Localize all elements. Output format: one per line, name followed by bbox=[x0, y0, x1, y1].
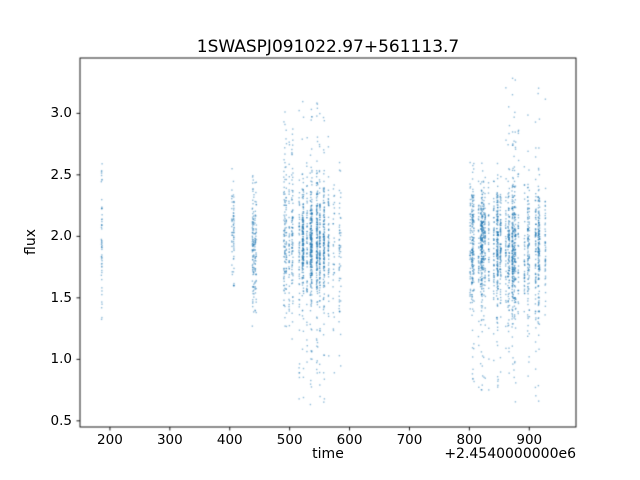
y-tick-label: 1.0 bbox=[50, 351, 72, 368]
x-tick-label: 700 bbox=[396, 432, 423, 448]
x-tick-label: 800 bbox=[456, 432, 483, 448]
x-axis-offset-label: +2.4540000000e6 bbox=[444, 446, 576, 462]
x-tick-label: 500 bbox=[276, 432, 303, 448]
y-tick-label: 2.0 bbox=[50, 228, 72, 245]
x-tick-label: 300 bbox=[156, 432, 183, 448]
chart-title: 1SWASPJ091022.97+561113.7 bbox=[196, 37, 460, 57]
x-axis-label: time bbox=[312, 446, 344, 462]
y-tick-label: 2.5 bbox=[50, 166, 72, 183]
x-tick-label: 600 bbox=[336, 432, 363, 448]
y-tick-label: 3.0 bbox=[50, 105, 72, 122]
x-tick-label: 200 bbox=[97, 432, 123, 448]
x-tick-label: 400 bbox=[216, 432, 243, 448]
y-tick-label: 0.5 bbox=[50, 412, 72, 429]
x-tick-label: 900 bbox=[516, 432, 543, 448]
y-tick-label: 1.5 bbox=[50, 289, 72, 306]
